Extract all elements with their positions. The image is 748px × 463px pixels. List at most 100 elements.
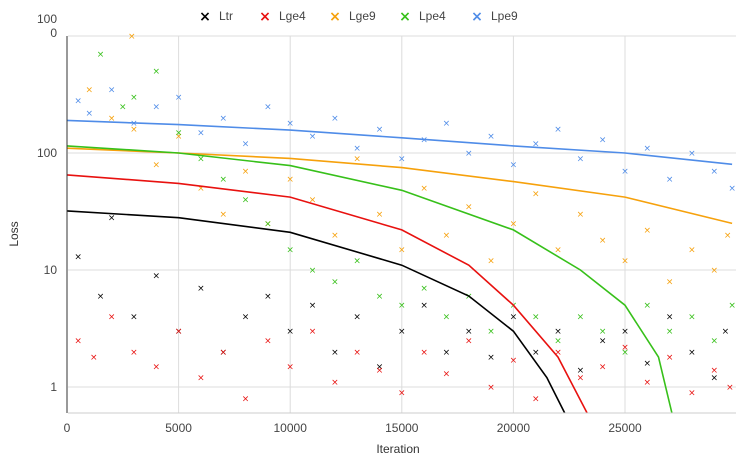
data-point-ltr: × xyxy=(666,313,674,323)
data-point-lge9: × xyxy=(153,160,161,170)
data-point-lpe4: × xyxy=(130,93,138,103)
x-tick-label: 0 xyxy=(64,421,71,435)
data-point-lpe4: × xyxy=(532,313,540,323)
data-point-ltr: × xyxy=(286,327,294,337)
data-point-lpe9: × xyxy=(331,114,339,124)
data-point-lge4: × xyxy=(532,394,540,404)
data-point-lge4: × xyxy=(353,348,361,358)
data-point-ltr: × xyxy=(621,327,629,337)
data-point-ltr: × xyxy=(711,374,719,384)
data-point-lge4: × xyxy=(286,362,294,372)
data-point-lpe4: × xyxy=(376,292,384,302)
data-point-lge4: × xyxy=(242,394,250,404)
data-point-lpe9: × xyxy=(510,160,518,170)
data-point-lge4: × xyxy=(599,362,607,372)
data-point-ltr: × xyxy=(108,214,116,224)
data-point-lpe9: × xyxy=(74,97,82,107)
data-point-ltr: × xyxy=(465,327,473,337)
trend-line-lpe9 xyxy=(66,119,733,166)
legend-marker-lpe9: × xyxy=(471,9,483,25)
data-point-lpe4: × xyxy=(353,257,361,267)
data-point-ltr: × xyxy=(599,336,607,346)
data-point-lge4: × xyxy=(108,313,116,323)
data-point-lpe4: × xyxy=(577,313,585,323)
legend-marker-lge4: × xyxy=(259,9,271,25)
legend-label-lge9: Lge9 xyxy=(349,9,376,23)
data-point-lge4: × xyxy=(130,348,138,358)
data-point-ltr: × xyxy=(264,292,272,302)
data-point-lge9: × xyxy=(465,202,473,212)
data-point-lge4: × xyxy=(688,388,696,398)
data-point-lpe9: × xyxy=(554,125,562,135)
scatter-points: × × × × × × × × × × × × × × × × × × × × × × × × × × × × × × × × × × × × × × × ×… xyxy=(74,32,736,404)
data-point-lpe9: × xyxy=(420,136,428,146)
data-point-ltr: × xyxy=(376,362,384,372)
data-point-lge9: × xyxy=(219,210,227,220)
legend-label-lpe4: Lpe4 xyxy=(419,9,446,23)
data-point-lge9: × xyxy=(86,85,94,95)
data-point-lpe4: × xyxy=(286,245,294,255)
data-point-lpe9: × xyxy=(487,132,495,142)
data-point-ltr: × xyxy=(644,359,652,369)
data-point-lpe4: × xyxy=(175,128,183,138)
y-tick-label: 100 xyxy=(37,146,57,160)
data-point-lge9: × xyxy=(286,175,294,185)
data-point-ltr: × xyxy=(331,348,339,358)
data-point-lpe9: × xyxy=(599,136,607,146)
data-point-lpe9: × xyxy=(532,140,540,150)
data-point-lpe9: × xyxy=(728,184,736,194)
data-point-lge9: × xyxy=(599,236,607,246)
data-point-lge9: × xyxy=(621,257,629,267)
data-point-lge4: × xyxy=(420,348,428,358)
data-point-lge9: × xyxy=(711,266,719,276)
data-point-ltr: × xyxy=(688,348,696,358)
data-point-lpe4: × xyxy=(219,175,227,185)
data-point-lpe9: × xyxy=(353,144,361,154)
data-point-lpe9: × xyxy=(398,154,406,164)
data-point-lge4: × xyxy=(443,370,451,380)
data-point-lpe9: × xyxy=(264,102,272,112)
data-point-ltr: × xyxy=(398,327,406,337)
data-point-lge4: × xyxy=(621,343,629,353)
data-point-lpe9: × xyxy=(219,114,227,124)
data-point-lpe9: × xyxy=(86,109,94,119)
legend-marker-lge9: × xyxy=(329,9,341,25)
y-tick-label: 100 0 xyxy=(37,12,57,40)
data-point-lpe9: × xyxy=(644,144,652,154)
data-point-ltr: × xyxy=(510,313,518,323)
data-point-lpe9: × xyxy=(711,167,719,177)
data-point-lge4: × xyxy=(376,366,384,376)
data-point-ltr: × xyxy=(153,271,161,281)
legend-marker-ltr: × xyxy=(199,9,211,25)
y-tick-label: 1 xyxy=(50,380,57,394)
y-axis-title: Loss xyxy=(7,221,21,246)
data-point-ltr: × xyxy=(532,348,540,358)
data-point-lpe9: × xyxy=(175,93,183,103)
data-point-lge9: × xyxy=(398,245,406,255)
data-point-lpe4: × xyxy=(398,301,406,311)
data-point-lpe9: × xyxy=(443,119,451,129)
data-point-ltr: × xyxy=(197,284,205,294)
data-point-ltr: × xyxy=(130,313,138,323)
data-point-lge9: × xyxy=(666,277,674,287)
legend-label-lge4: Lge4 xyxy=(279,9,306,23)
data-point-lpe4: × xyxy=(97,50,105,60)
data-point-ltr: × xyxy=(309,301,317,311)
x-tick-label: 10000 xyxy=(274,421,308,435)
data-point-ltr: × xyxy=(722,327,730,337)
data-point-ltr: × xyxy=(487,353,495,363)
data-point-lge4: × xyxy=(510,356,518,366)
data-point-lpe4: × xyxy=(309,266,317,276)
data-point-lge4: × xyxy=(726,383,734,393)
data-point-lge4: × xyxy=(398,388,406,398)
data-point-lge9: × xyxy=(510,219,518,229)
grid-lines xyxy=(68,35,736,413)
data-point-lpe9: × xyxy=(376,125,384,135)
data-point-lge9: × xyxy=(108,114,116,124)
x-tick-label: 25000 xyxy=(608,421,642,435)
data-point-lge4: × xyxy=(711,366,719,376)
data-point-lpe4: × xyxy=(644,301,652,311)
data-point-lpe9: × xyxy=(577,154,585,164)
y-tick-label: 10 xyxy=(44,263,58,277)
